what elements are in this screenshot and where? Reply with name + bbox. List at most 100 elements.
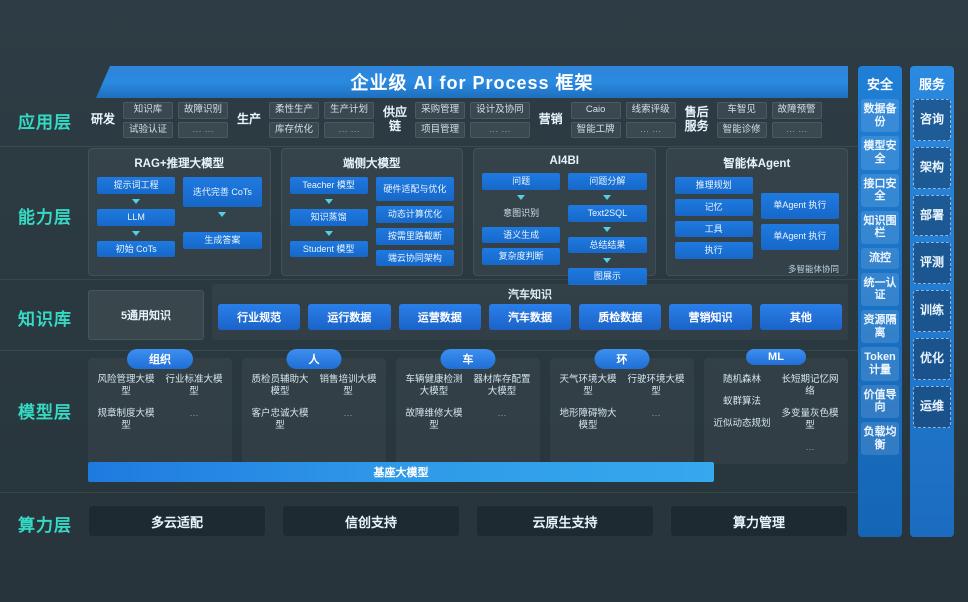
arrow-down-icon (324, 198, 333, 204)
app-chip-more[interactable]: … … (324, 121, 375, 139)
app-chip[interactable]: 采购管理 (415, 101, 466, 119)
capability-box[interactable]: 意图识别 (503, 207, 540, 218)
model-item[interactable]: 地形障碍物大模型 (559, 407, 617, 431)
model-item-more[interactable]: … (189, 407, 199, 419)
model-item[interactable]: 长短期记忆网络 (781, 374, 839, 397)
model-item-more[interactable]: … (651, 407, 661, 419)
capability-box[interactable]: 语义生成 (482, 226, 561, 244)
knowledge-chip[interactable]: 行业规范 (218, 304, 301, 330)
service-item[interactable]: 运维 (913, 385, 951, 428)
model-item[interactable]: 销售培训大模型 (319, 374, 377, 397)
model-item[interactable]: 客户忠诚大模型 (251, 407, 309, 431)
service-item[interactable]: 评测 (913, 242, 951, 285)
knowledge-chip[interactable]: 质检数据 (579, 304, 662, 330)
service-item[interactable]: 部署 (913, 194, 951, 237)
security-item[interactable]: 数据备份 (861, 99, 899, 133)
security-item[interactable]: Token 计量 (861, 347, 899, 381)
model-item[interactable]: 风险管理大模型 (97, 374, 155, 397)
app-chip-more[interactable]: … … (178, 121, 229, 139)
model-item[interactable]: 行业标准大模型 (165, 374, 223, 397)
service-item[interactable]: 架构 (913, 146, 951, 189)
knowledge-chip[interactable]: 其他 (759, 304, 842, 330)
app-chip[interactable]: 库存优化 (269, 121, 320, 139)
compute-chip[interactable]: 信创支持 (282, 505, 460, 537)
app-chip-more[interactable]: … … (625, 121, 676, 139)
app-chip[interactable]: 故障预警 (771, 101, 822, 119)
capability-box[interactable]: 迭代完善 CoTs (183, 177, 262, 207)
capability-box[interactable]: 复杂度判断 (482, 248, 561, 266)
service-item[interactable]: 训练 (913, 290, 951, 332)
knowledge-generic-box[interactable]: 5通用知识 (88, 290, 204, 340)
app-chip[interactable]: 试验认证 (123, 121, 174, 139)
app-chip[interactable]: 柔性生产 (269, 101, 320, 119)
app-chip[interactable]: 生产计划 (324, 101, 375, 119)
security-item[interactable]: 知识围栏 (861, 210, 899, 245)
security-item[interactable]: 模型安全 (861, 136, 899, 170)
model-item[interactable]: 近似动态规划 (713, 417, 771, 429)
model-item[interactable]: 蚁群算法 (722, 395, 761, 407)
capability-box[interactable]: 图展示 (568, 268, 647, 286)
model-item[interactable]: 器材库存配置大模型 (473, 374, 531, 397)
compute-chip[interactable]: 云原生支持 (476, 505, 654, 537)
app-chip[interactable]: 故障识别 (178, 101, 229, 119)
app-chip[interactable]: 知识库 (123, 101, 174, 119)
model-item-more[interactable]: … (497, 407, 507, 419)
compute-chip[interactable]: 多云适配 (88, 505, 266, 537)
app-chip[interactable]: Caio (570, 101, 621, 119)
app-chip[interactable]: 设计及协同 (470, 101, 530, 119)
capability-box[interactable]: 动态计算优化 (375, 206, 454, 223)
capability-box[interactable]: 推理规划 (674, 177, 753, 194)
model-item-more[interactable]: … (343, 407, 353, 419)
knowledge-chip[interactable]: 运行数据 (308, 304, 391, 330)
capability-box[interactable]: LLM (97, 208, 176, 226)
model-item[interactable]: 随机森林 (722, 374, 761, 385)
capability-box[interactable]: 提示词工程 (97, 177, 176, 194)
knowledge-chip[interactable]: 营销知识 (669, 304, 752, 330)
capability-box[interactable]: 硬件适配与优化 (375, 177, 454, 201)
capability-box[interactable]: 执行 (674, 242, 753, 260)
app-group-title: 售后服务 (684, 105, 709, 133)
model-item[interactable]: 规章制度大模型 (97, 407, 155, 431)
capability-box[interactable]: 记忆 (674, 198, 753, 216)
security-item[interactable]: 统一认证 (861, 272, 899, 307)
security-item[interactable]: 接口安全 (861, 173, 899, 207)
model-item[interactable]: 车辆健康检测大模型 (405, 374, 463, 397)
capability-box[interactable]: 生成答案 (183, 232, 262, 249)
model-item-more[interactable]: … (805, 441, 815, 453)
security-item[interactable]: 流控 (861, 248, 899, 269)
knowledge-panel: 汽车知识 行业规范 运行数据 运营数据 汽车数据 质检数据 营销知识 其他 (212, 284, 848, 340)
security-item[interactable]: 负载均衡 (861, 421, 899, 456)
capability-box[interactable]: 端云协同架构 (375, 249, 454, 267)
model-item[interactable]: 行驶环境大模型 (627, 374, 685, 397)
capability-box[interactable]: 总结结果 (568, 236, 647, 254)
app-chip[interactable]: 车智见 (716, 101, 767, 119)
capability-box[interactable]: 知识蒸馏 (289, 208, 368, 226)
model-item[interactable]: 多变量灰色模型 (781, 407, 839, 431)
service-item[interactable]: 优化 (913, 337, 951, 380)
capability-box[interactable]: 单Agent 执行 (760, 223, 839, 250)
model-item[interactable]: 质检员辅助大模型 (251, 374, 309, 397)
capability-box[interactable]: 按需里路截断 (375, 227, 454, 245)
app-chip[interactable]: 线索评级 (625, 101, 676, 119)
app-chip[interactable]: 智能诊修 (716, 121, 767, 139)
capability-box[interactable]: Text2SQL (568, 204, 647, 222)
compute-chip[interactable]: 算力管理 (670, 505, 848, 537)
model-item[interactable]: 故障维修大模型 (405, 407, 463, 431)
capability-box[interactable]: 单Agent 执行 (760, 192, 839, 219)
capability-box[interactable]: 问题分解 (568, 173, 647, 190)
capability-box[interactable]: 工具 (674, 220, 753, 238)
security-item[interactable]: 资源隔离 (861, 310, 899, 344)
app-chip[interactable]: 智能工牌 (570, 121, 621, 139)
security-item[interactable]: 价值导向 (861, 384, 899, 418)
service-item[interactable]: 咨询 (913, 99, 951, 141)
capability-box[interactable]: 初始 CoTs (97, 240, 176, 258)
model-item[interactable]: 天气环境大模型 (559, 374, 617, 397)
app-chip-more[interactable]: … … (771, 121, 822, 139)
capability-box[interactable]: 问题 (482, 173, 561, 190)
capability-box[interactable]: Teacher 模型 (289, 177, 368, 194)
knowledge-chip[interactable]: 汽车数据 (488, 304, 572, 330)
app-chip[interactable]: 项目管理 (415, 121, 466, 139)
capability-box[interactable]: Student 模型 (289, 240, 368, 258)
knowledge-chip[interactable]: 运营数据 (398, 304, 481, 330)
app-chip-more[interactable]: … … (470, 121, 530, 139)
